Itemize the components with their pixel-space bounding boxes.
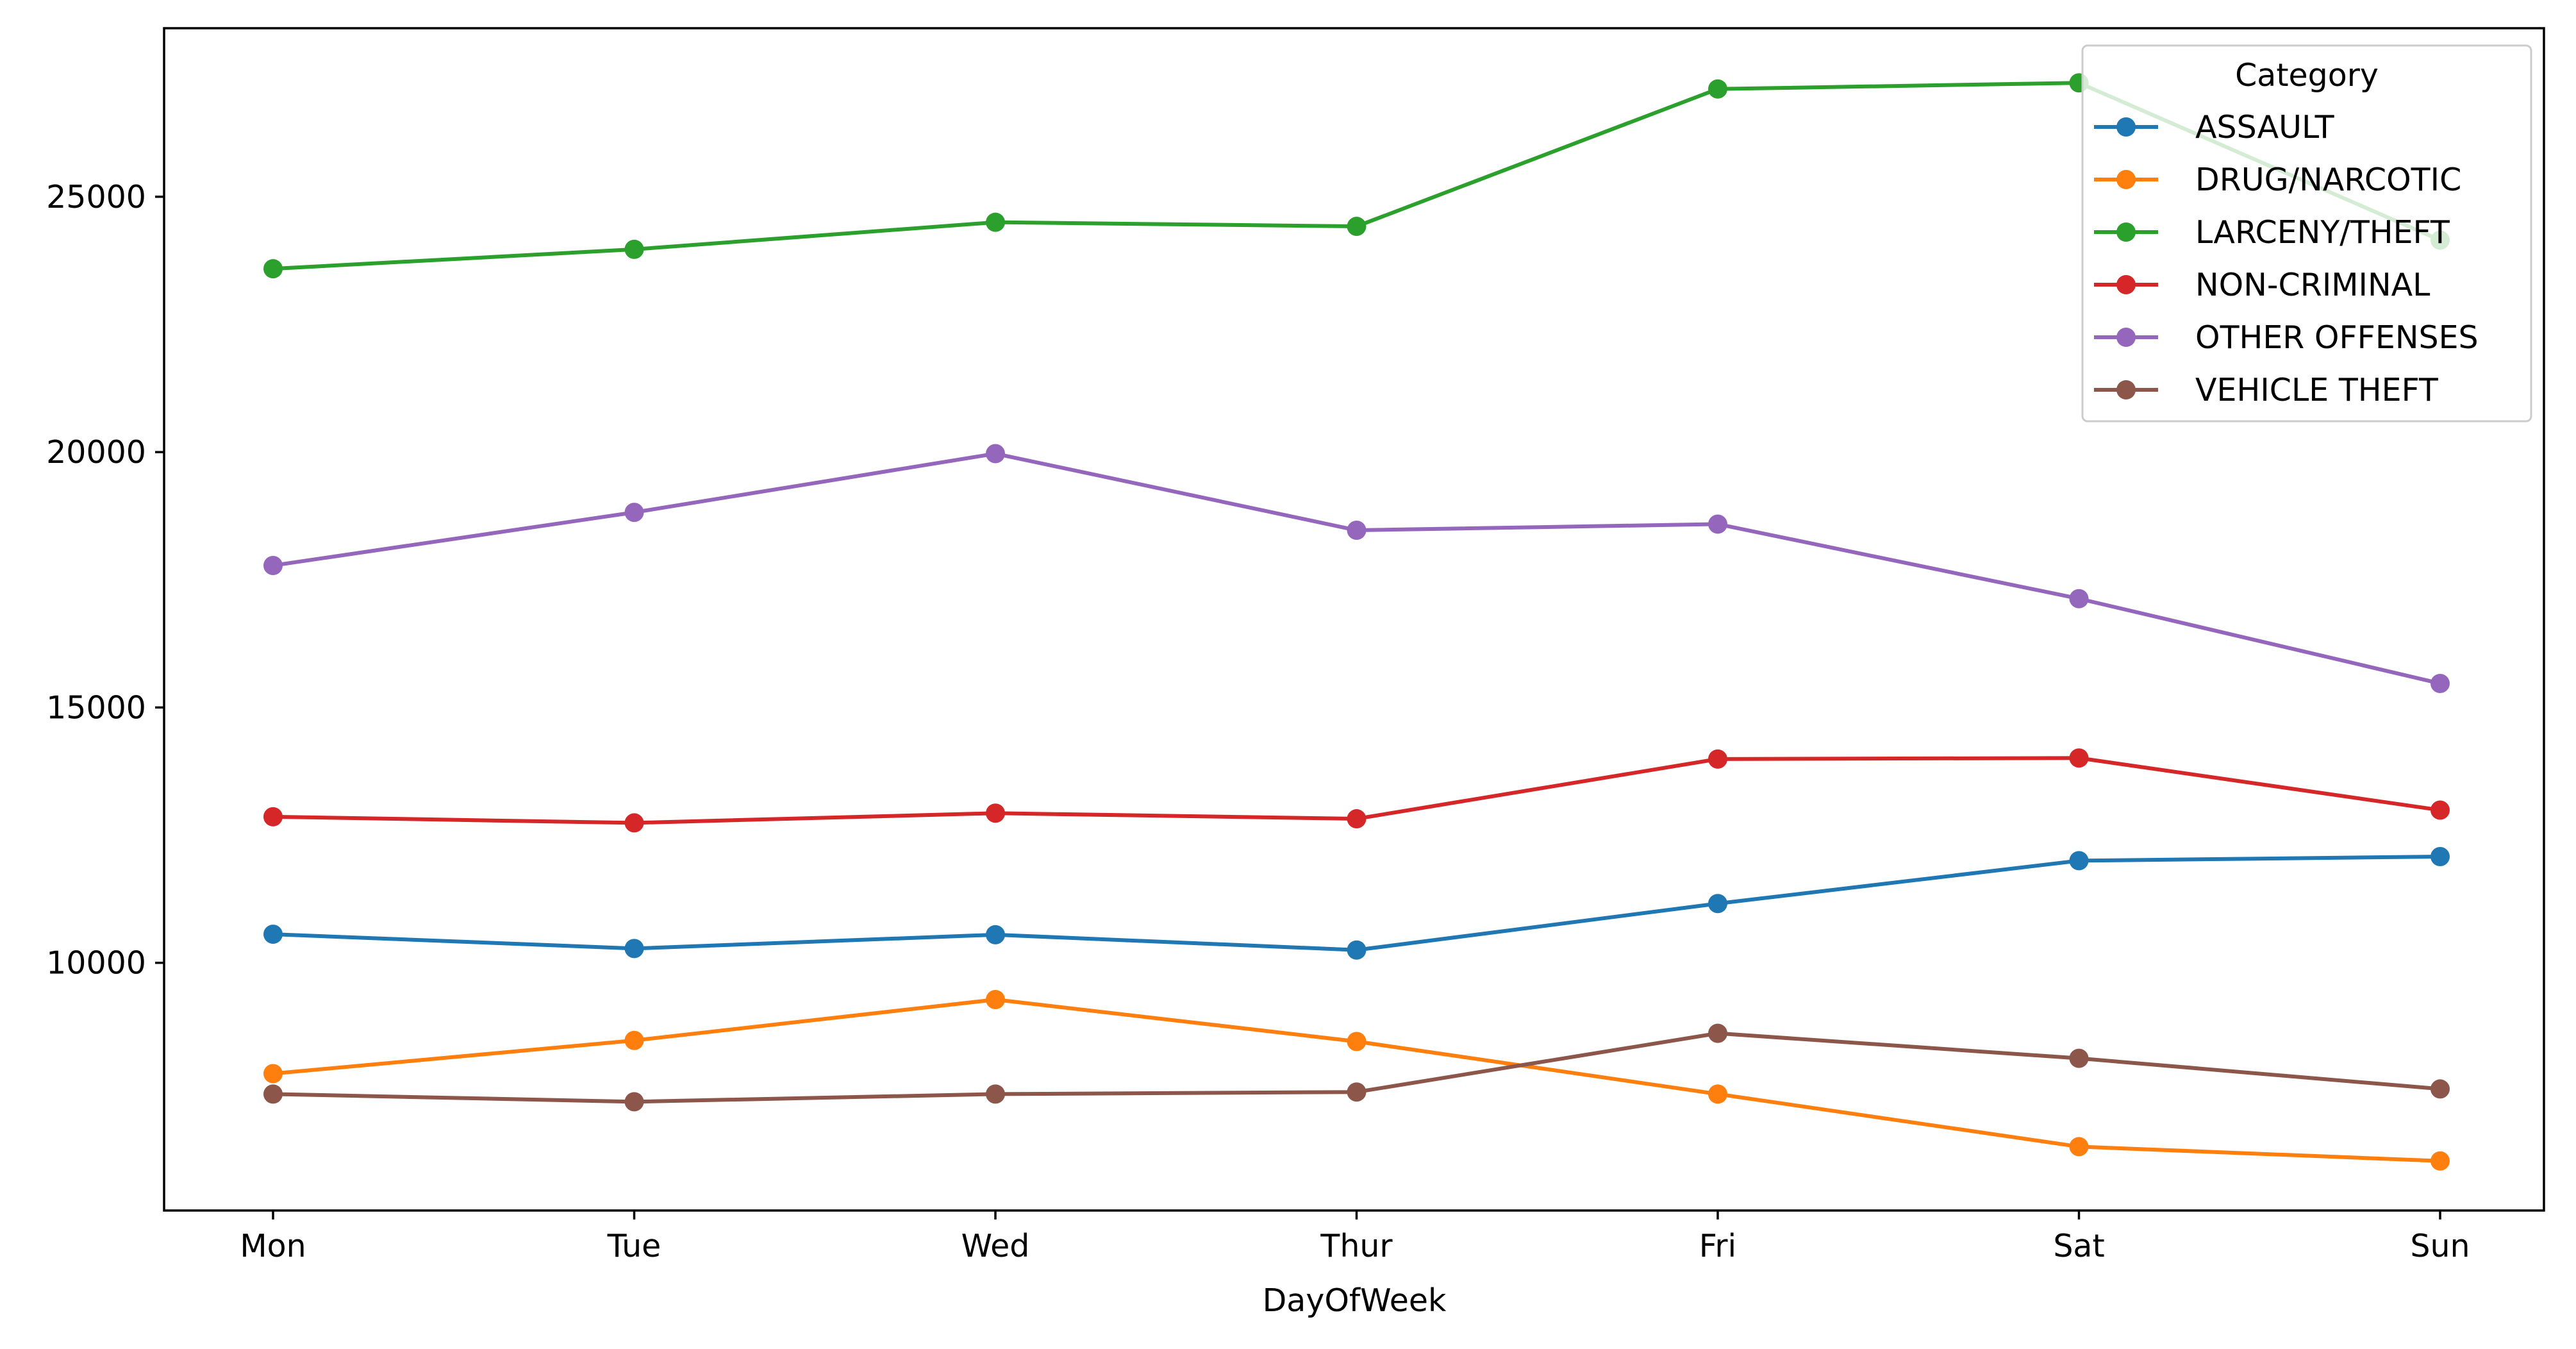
legend: Category ASSAULT DRUG/NARCOTIC LARCENY/THEF… — [2081, 44, 2532, 423]
data-point — [1708, 1084, 1727, 1104]
data-point — [2069, 589, 2089, 608]
data-point — [2069, 1048, 2089, 1068]
data-point — [1347, 1032, 1367, 1052]
legend-label: VEHICLE THEFT — [2195, 372, 2439, 408]
y-tick-label: 25000 — [46, 179, 146, 215]
legend-label: ASSAULT — [2195, 109, 2335, 146]
series-line — [270, 998, 2443, 1163]
legend-box — [2081, 44, 2532, 423]
data-point — [263, 1064, 283, 1084]
data-point — [986, 444, 1005, 464]
data-point — [263, 259, 283, 279]
x-tick-label: Sun — [2410, 1228, 2470, 1264]
data-point — [2069, 1137, 2089, 1157]
data-point — [2431, 846, 2450, 866]
data-point — [1708, 514, 1727, 534]
data-point — [1347, 809, 1367, 829]
legend-marker — [2116, 170, 2136, 189]
data-point — [1708, 749, 1727, 769]
data-point — [986, 212, 1005, 232]
legend-marker — [2116, 328, 2136, 347]
series-layer — [263, 73, 2450, 1171]
data-point — [986, 1084, 1005, 1104]
data-point — [2069, 851, 2089, 871]
data-point — [986, 803, 1005, 823]
legend-label: LARCENY/THEFT — [2195, 214, 2450, 251]
data-point — [2431, 1079, 2450, 1099]
data-point — [986, 925, 1005, 944]
series-line — [270, 854, 2443, 952]
legend-marker — [2116, 275, 2136, 294]
data-point — [2431, 800, 2450, 820]
data-point — [624, 239, 644, 259]
data-point — [1708, 894, 1727, 914]
data-point — [263, 807, 283, 826]
data-point — [624, 503, 644, 523]
x-tick-label: Thur — [1320, 1228, 1393, 1264]
y-tick-label: 10000 — [46, 945, 146, 982]
x-axis-label: DayOfWeek — [1263, 1282, 1447, 1319]
y-axis: 10000 15000 20000 25000 — [46, 179, 164, 982]
data-point — [1708, 1023, 1727, 1043]
data-point — [986, 990, 1005, 1010]
legend-label: NON-CRIMINAL — [2195, 267, 2431, 303]
legend-label: DRUG/NARCOTIC — [2195, 162, 2461, 198]
data-point — [1347, 217, 1367, 237]
x-tick-label: Fri — [1699, 1228, 1736, 1264]
legend-marker — [2116, 380, 2136, 399]
data-point — [2431, 1151, 2450, 1171]
x-tick-label: Wed — [961, 1228, 1030, 1264]
data-point — [263, 925, 283, 944]
series-line — [270, 451, 2443, 686]
x-axis: Mon Tue Wed Thur Fri Sat Sun — [240, 1211, 2470, 1264]
data-point — [2431, 673, 2450, 693]
legend-marker — [2116, 222, 2136, 242]
data-point — [624, 939, 644, 959]
legend-marker — [2116, 117, 2136, 137]
x-tick-label: Mon — [240, 1228, 306, 1264]
data-point — [1347, 521, 1367, 540]
data-point — [1347, 1082, 1367, 1102]
legend-label: OTHER OFFENSES — [2195, 319, 2479, 356]
x-tick-label: Tue — [607, 1228, 661, 1264]
y-tick-label: 15000 — [46, 689, 146, 726]
data-point — [1347, 940, 1367, 960]
data-point — [624, 1030, 644, 1050]
data-point — [2069, 748, 2089, 768]
legend-title: Category — [2235, 57, 2379, 94]
data-point — [624, 1092, 644, 1112]
plot-frame — [163, 27, 2545, 1212]
data-point — [1708, 79, 1727, 99]
x-tick-label: Sat — [2053, 1228, 2104, 1264]
data-point — [263, 555, 283, 575]
y-tick-label: 20000 — [46, 434, 146, 471]
data-point — [624, 813, 644, 833]
data-point — [263, 1084, 283, 1104]
